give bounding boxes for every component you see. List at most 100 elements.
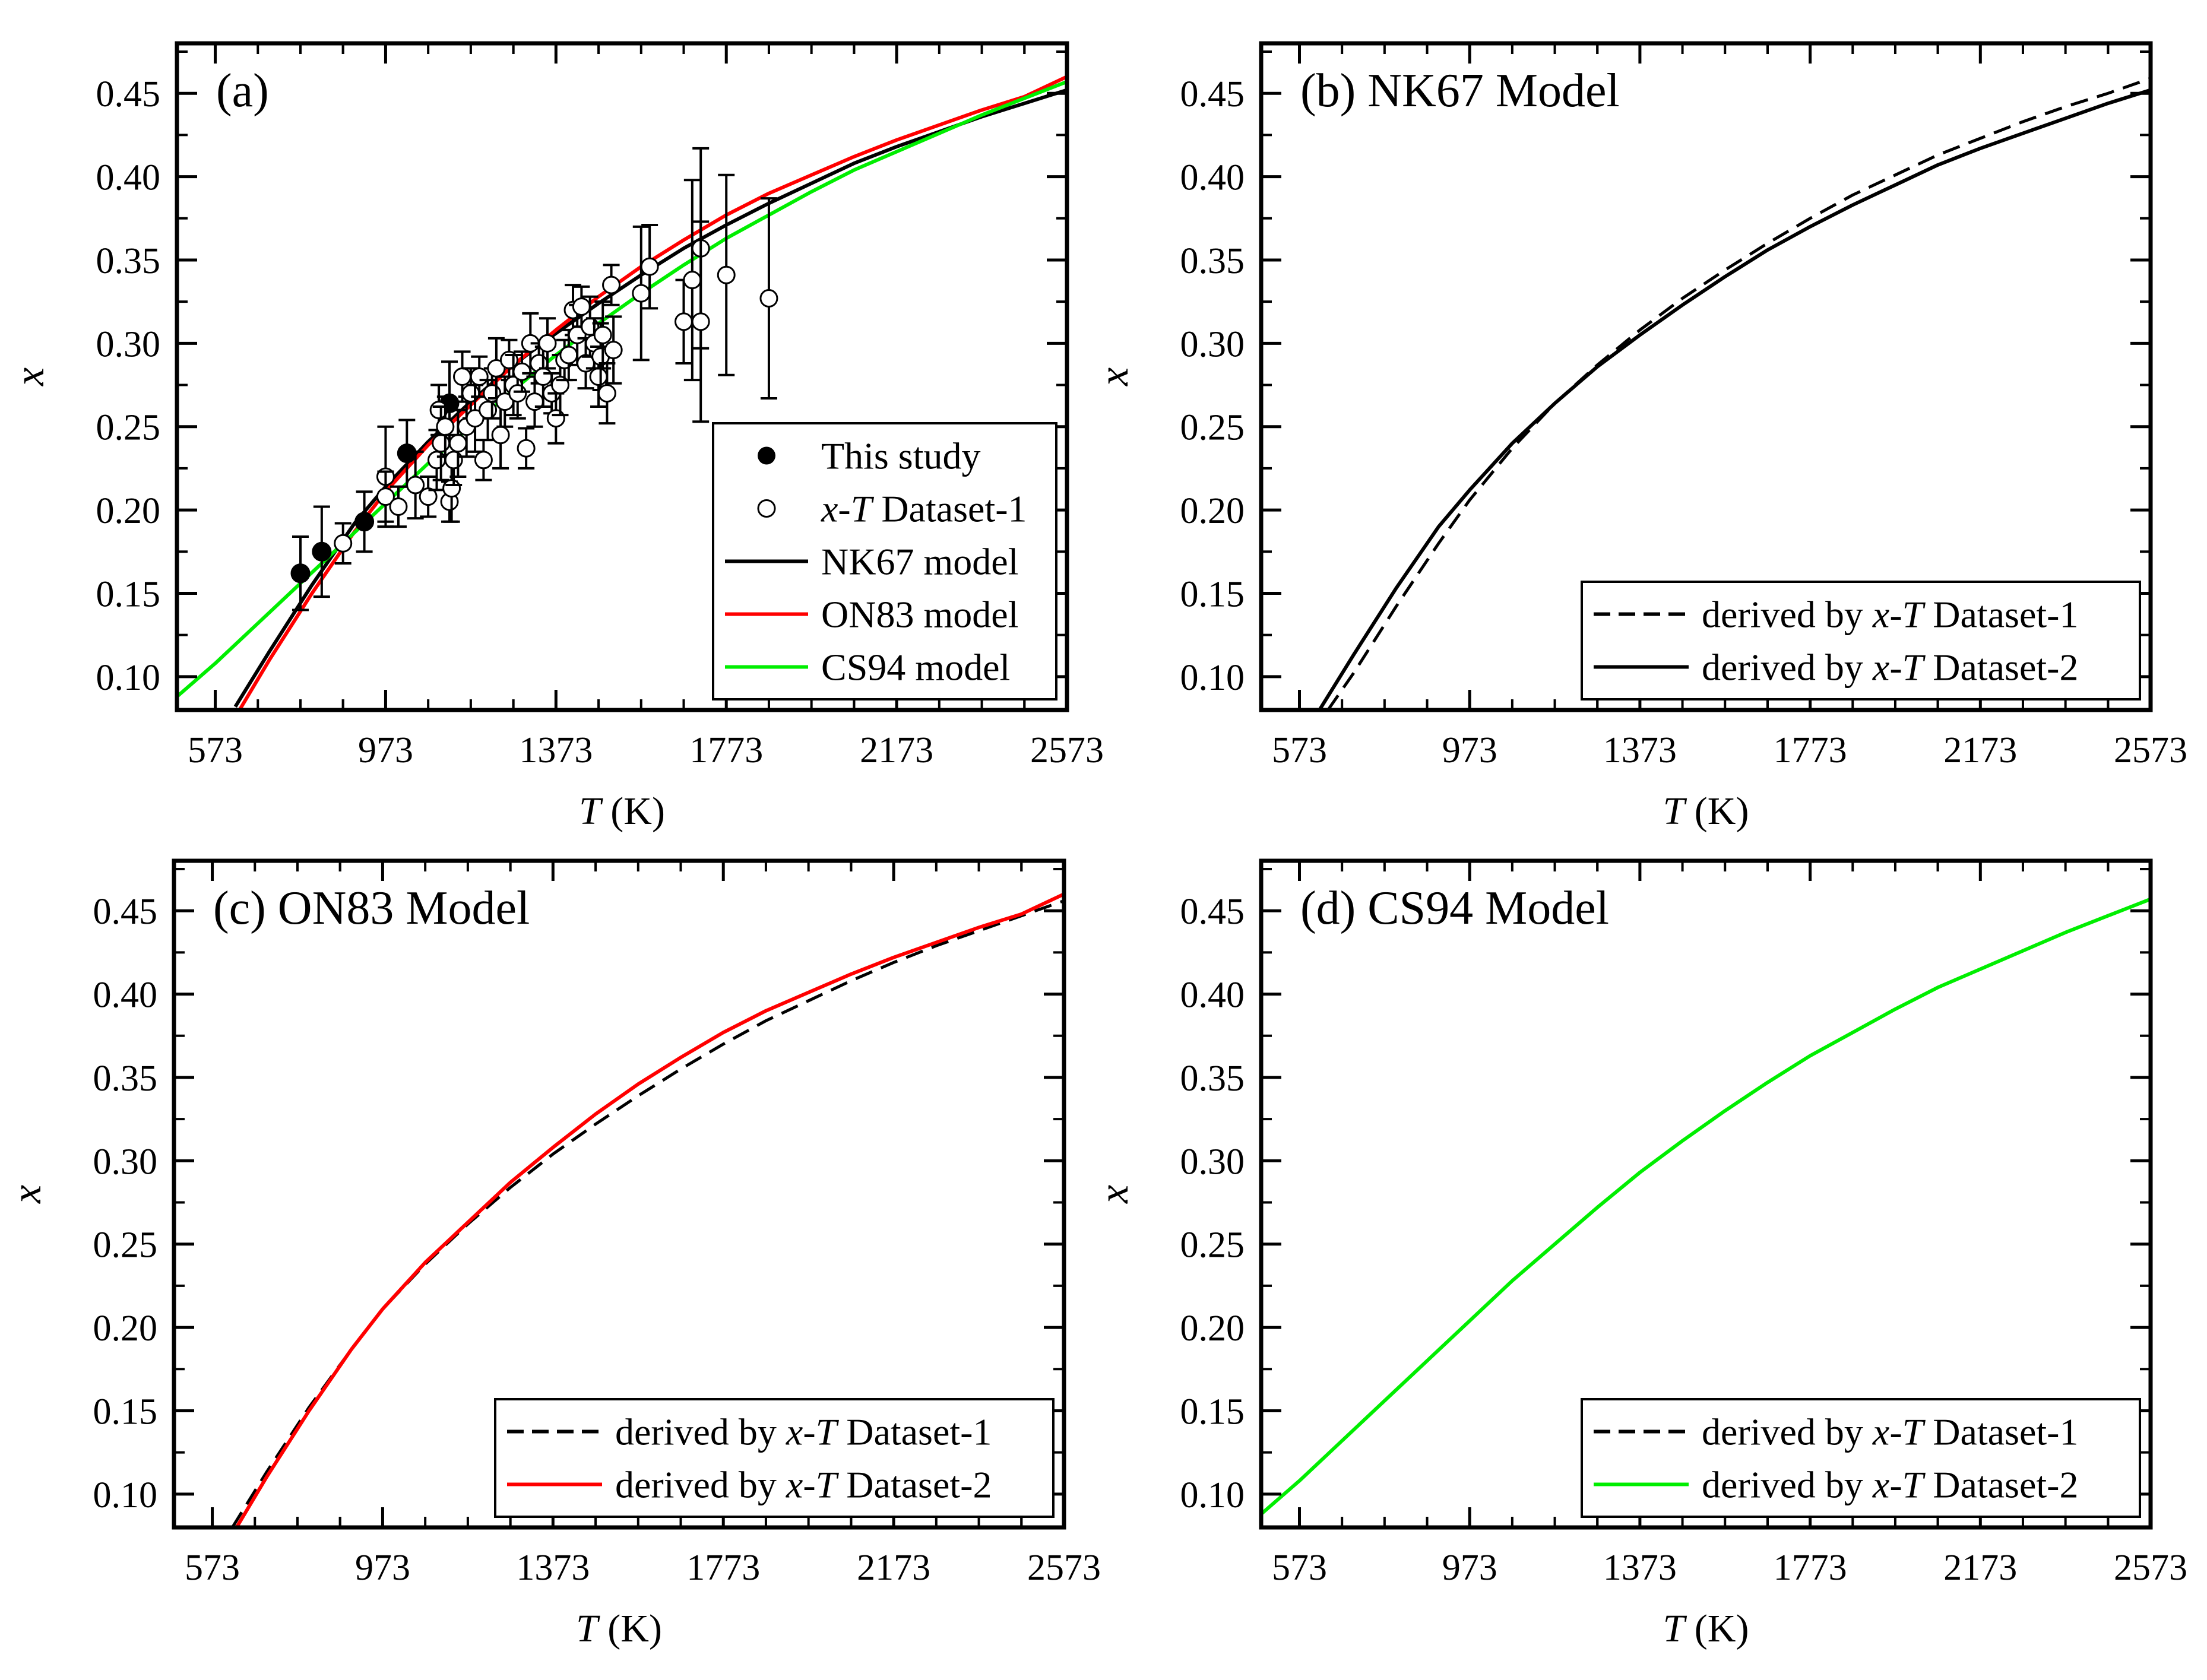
plot-area: [1318, 77, 2151, 710]
legend-label-var: x-T: [1872, 646, 1926, 689]
legend-label: derived by x-T Dataset-2: [615, 1464, 992, 1506]
legend-label-var: x-T: [1872, 594, 1926, 636]
y-tick-label: 0.35: [96, 241, 161, 281]
series-line-1: [235, 892, 1064, 1527]
point-dataset-1: [508, 384, 527, 403]
y-tick-label: 0.15: [1180, 1391, 1245, 1432]
series-line-1: [1318, 88, 2151, 710]
x-tick-label: 2173: [1943, 1548, 2017, 1588]
legend-label-var: x-T: [821, 488, 875, 530]
x-axis-label-unit: (K): [1684, 790, 1749, 833]
x-tick-label: 573: [188, 730, 243, 771]
legend-label-var: x-T: [786, 1464, 840, 1506]
point-dataset-1: [759, 289, 778, 308]
panel-d: 0.10 0.15 0.20 0.25 0.30 0.35 0.40 0.45 573 973 13…: [1091, 858, 2187, 1650]
legend-label: derived by x-T Dataset-1: [1702, 594, 2078, 636]
x-tick-label: 973: [358, 730, 413, 771]
legend-label: This study: [821, 435, 980, 477]
x-tick-label: 1373: [519, 730, 593, 771]
x-tick-label: 2573: [2114, 730, 2187, 771]
panel-b: 0.10 0.15 0.20 0.25 0.30 0.35 0.40 0.45 573 973 13…: [1091, 41, 2187, 833]
point-dataset-1: [376, 487, 395, 506]
legend-label-text: Dataset-2: [837, 1464, 992, 1506]
y-axis-label: x: [1091, 367, 1137, 386]
y-tick-label: 0.15: [93, 1391, 158, 1432]
y-tick-label: 0.45: [1180, 74, 1245, 115]
point-dataset-1: [444, 451, 463, 470]
legend-label: x-T Dataset-1: [821, 488, 1027, 530]
x-tick-label: 2573: [1027, 1548, 1101, 1588]
y-tick-label: 0.40: [96, 158, 161, 198]
legend-label-text: Dataset-2: [1923, 1464, 2078, 1506]
x-axis-label-unit: (K): [601, 790, 665, 833]
x-axis-label: T (K): [1663, 790, 1749, 833]
point-dataset-1: [691, 312, 710, 331]
x-axis-label-unit: (K): [1684, 1607, 1749, 1650]
y-tick-label: 0.30: [93, 1142, 158, 1182]
x-tick-label: 1773: [686, 1548, 760, 1588]
point-dataset-1: [717, 265, 736, 284]
point-dataset-1: [597, 384, 616, 403]
legend-label: NK67 model: [821, 541, 1018, 583]
point-dataset-1: [632, 284, 651, 303]
y-tick-label: 0.20: [96, 491, 161, 531]
y-tick-label: 0.45: [93, 892, 158, 932]
point-dataset-1: [491, 426, 510, 445]
legend-label: ON83 model: [821, 594, 1018, 636]
plot-frame: [1259, 41, 2153, 712]
y-tick-label: 0.20: [93, 1308, 158, 1349]
y-tick-label: 0.25: [1180, 408, 1245, 448]
plot-area: [1261, 897, 2151, 1516]
legend-label: derived by x-T Dataset-1: [615, 1411, 992, 1453]
legend-label: derived by x-T Dataset-1: [1702, 1411, 2078, 1453]
y-tick-label: 0.30: [96, 324, 161, 364]
point-this-study: [312, 541, 332, 562]
y-axis-label: x: [7, 367, 53, 386]
point-dataset-1: [453, 367, 472, 386]
y-tick-label: 0.15: [1180, 574, 1245, 614]
x-tick-label: 973: [1442, 730, 1497, 771]
x-tick-label: 1373: [516, 1548, 590, 1588]
point-dataset-1: [406, 476, 425, 495]
point-dataset-1: [470, 367, 489, 386]
legend-label-text: Dataset-1: [837, 1411, 992, 1453]
point-dataset-1: [546, 409, 565, 428]
x-tick-label: 2173: [1943, 730, 2017, 771]
plot-frame: [175, 41, 1069, 712]
panel-title: (c) ON83 Model: [213, 882, 530, 934]
panel-title: (a): [216, 65, 269, 117]
x-axis-label-var: T: [1663, 790, 1687, 833]
point-dataset-1: [487, 359, 506, 378]
point-dataset-1: [474, 451, 493, 470]
x-tick-label: 573: [1272, 730, 1327, 771]
legend-marker-open: [757, 499, 776, 518]
point-dataset-1: [419, 487, 438, 506]
point-dataset-1: [602, 275, 621, 294]
y-tick-label: 0.45: [1180, 892, 1245, 932]
point-this-study: [397, 443, 417, 464]
point-dataset-1: [572, 297, 591, 316]
point-dataset-1: [517, 439, 536, 458]
legend-label-prefix: derived by: [1702, 1464, 1873, 1506]
legend-box: [494, 1398, 1055, 1518]
x-axis-label-unit: (K): [598, 1607, 662, 1650]
y-tick-label: 0.35: [1180, 241, 1245, 281]
legend-label: CS94 model: [821, 646, 1010, 689]
y-tick-label: 0.30: [1180, 324, 1245, 364]
point-dataset-1: [466, 409, 485, 428]
x-axis-label: T (K): [579, 790, 665, 833]
legend-label-prefix: derived by: [1702, 646, 1873, 689]
point-dataset-1: [683, 271, 702, 290]
point-dataset-1: [538, 334, 557, 353]
point-dataset-1: [559, 345, 578, 364]
x-tick-label: 973: [355, 1548, 410, 1588]
plot-area: [231, 892, 1064, 1527]
point-dataset-1: [389, 497, 408, 516]
legend-label-text: NK67 model: [821, 541, 1018, 583]
y-tick-label: 0.10: [93, 1475, 158, 1516]
legend-label-var: x-T: [786, 1411, 840, 1453]
point-dataset-1: [428, 451, 447, 470]
point-dataset-1: [534, 367, 553, 386]
